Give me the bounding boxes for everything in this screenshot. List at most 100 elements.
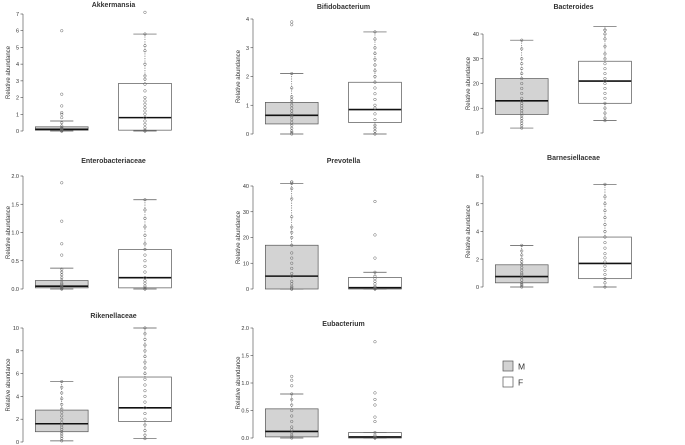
data-point <box>143 62 147 66</box>
data-point <box>290 256 294 260</box>
data-point <box>373 132 377 136</box>
data-point <box>290 103 294 107</box>
data-point <box>520 249 524 253</box>
data-point <box>603 67 607 71</box>
data-point <box>290 419 294 424</box>
data-point <box>60 112 64 116</box>
data-point <box>373 435 377 439</box>
y-tick-label: 1.5 <box>241 354 249 360</box>
data-point <box>60 121 64 125</box>
data-point <box>60 380 64 384</box>
data-point <box>60 397 64 401</box>
data-point <box>603 52 607 56</box>
data-point <box>143 99 147 103</box>
data-point <box>143 276 147 280</box>
data-point <box>290 251 294 255</box>
data-point <box>603 209 607 213</box>
data-point <box>290 118 294 122</box>
data-point <box>290 100 294 104</box>
y-tick-label: 1 <box>246 103 249 109</box>
data-point <box>603 277 607 281</box>
data-point <box>143 394 147 398</box>
legend: M F <box>502 360 525 388</box>
data-point <box>143 247 147 251</box>
legend-swatch-m <box>502 360 514 372</box>
data-point <box>143 119 147 123</box>
data-point <box>603 77 607 81</box>
y-tick-label: 2 <box>476 257 479 263</box>
data-point <box>143 433 147 437</box>
data-point <box>603 272 607 277</box>
data-point <box>60 116 64 120</box>
box-m <box>494 38 549 130</box>
y-axis-label: Relative abundance <box>466 56 472 110</box>
box-f <box>118 198 172 291</box>
data-point <box>290 286 294 290</box>
y-tick-label: 8 <box>476 174 479 180</box>
data-point <box>143 74 147 78</box>
data-point <box>143 383 147 387</box>
panel-prevotella: Prevotella Relative abundance 0 10 20 30 40 <box>236 158 402 293</box>
data-point <box>373 103 377 107</box>
data-point <box>373 118 377 122</box>
data-point <box>143 122 147 126</box>
box-f <box>118 10 172 133</box>
y-tick-label: 6 <box>16 372 19 378</box>
chart-title: Prevotella <box>327 158 361 165</box>
data-point <box>373 80 377 84</box>
data-point <box>143 77 147 81</box>
data-point <box>290 435 294 439</box>
data-point <box>290 86 294 90</box>
y-tick-label: 1.0 <box>11 231 19 237</box>
data-point <box>143 270 147 274</box>
data-point <box>290 397 294 402</box>
data-point <box>603 252 607 256</box>
data-point <box>603 37 607 41</box>
iqr-box <box>118 376 172 422</box>
y-tick-label: 2 <box>16 96 19 102</box>
data-point <box>520 81 524 86</box>
data-point <box>60 242 64 246</box>
y-axis-label: Relative abundance <box>6 45 12 99</box>
chart-title: Akkermansia <box>92 2 136 9</box>
y-tick-label: 10 <box>13 326 19 332</box>
data-point <box>143 112 147 116</box>
data-point <box>520 57 524 61</box>
data-point <box>603 32 607 36</box>
y-tick-label: 0.5 <box>241 409 249 415</box>
data-point <box>290 112 294 116</box>
box-f <box>348 199 402 291</box>
y-tick-label: 4 <box>16 394 19 400</box>
data-point <box>143 417 147 421</box>
y-tick-label: 4 <box>476 230 479 236</box>
data-point <box>60 407 64 411</box>
y-tick-label: 0 <box>246 287 249 293</box>
data-point <box>143 437 147 441</box>
data-point <box>60 430 64 434</box>
y-tick-label: 0 <box>476 131 479 137</box>
y-tick-label: 2 <box>16 417 19 423</box>
data-point <box>373 126 377 130</box>
box-m <box>264 374 319 440</box>
data-point <box>373 419 377 424</box>
panel-bacteroides: Bacteroides Relative abundance 0 10 20 30 40 <box>466 4 632 137</box>
data-point <box>290 97 294 102</box>
data-point <box>603 285 607 289</box>
panel-eubacterium: Eubacterium Relative abundance 0.0 0.5 1.0 1.… <box>236 321 402 442</box>
data-point <box>603 195 607 199</box>
data-point <box>290 181 294 185</box>
data-point <box>290 279 294 283</box>
data-point <box>60 427 64 432</box>
data-point <box>603 216 607 220</box>
data-point <box>373 233 377 237</box>
data-point <box>520 257 524 261</box>
data-point <box>290 215 294 219</box>
y-tick-label: 10 <box>243 261 249 267</box>
data-point <box>520 38 524 42</box>
data-point <box>143 400 147 404</box>
chart-title: Enterobacteriaceae <box>81 158 146 165</box>
data-point <box>373 74 377 79</box>
data-point <box>290 392 294 396</box>
y-axis-label: Relative abundance <box>236 356 242 410</box>
